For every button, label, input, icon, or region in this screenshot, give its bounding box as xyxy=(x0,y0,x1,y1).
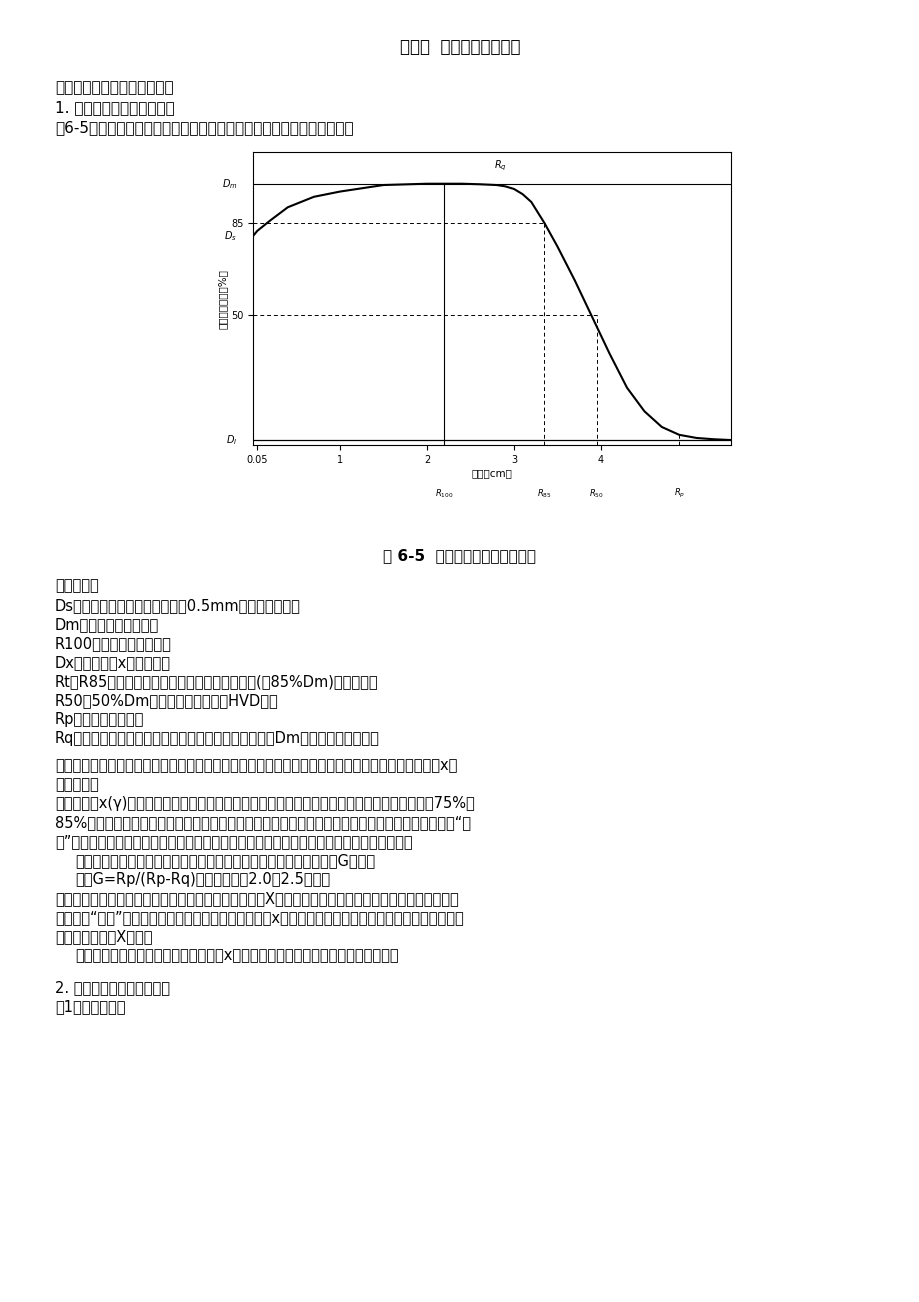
Text: 2. 百分深度剂量的影响因素: 2. 百分深度剂量的影响因素 xyxy=(55,980,170,995)
Text: 剂量跌落是临床使用高能电子束时极为重要的一个概念。用剂量梯度G表示，: 剂量跌落是临床使用高能电子束时极为重要的一个概念。用剂量梯度G表示， xyxy=(75,853,375,868)
Text: 一长长的“拖尾”。电子束在经过散射箔、监测电离室、x射线准直器和电子限光筒装置时，与这些物质相: 一长长的“拖尾”。电子束在经过散射箔、监测电离室、x射线准直器和电子限光筒装置时… xyxy=(55,910,463,924)
Text: R50：50%Dm或半峰值处的深度（HVD）；: R50：50%Dm或半峰值处的深度（HVD）； xyxy=(55,693,278,708)
Text: $R_{85}$: $R_{85}$ xyxy=(537,487,551,500)
Text: 区”。这主要是由于电子束在其运动径迹上，很容易被散射，使得单位截面上电子注量增加。: 区”。这主要是由于电子束在其运动径迹上，很容易被散射，使得单位截面上电子注量增加… xyxy=(55,835,413,849)
Text: R100：最大剂量点深度；: R100：最大剂量点深度； xyxy=(55,635,172,651)
Text: Ds：入射或表面剂量，以表面下0.5mm处的剂量表示；: Ds：入射或表面剂量，以表面下0.5mm处的剂量表示； xyxy=(55,598,301,613)
Text: Dm：最大剂量点剂量；: Dm：最大剂量点剂量； xyxy=(55,617,159,631)
Text: $D_s$: $D_s$ xyxy=(224,229,237,243)
Text: 高能电子束的百分深度剂量分布，大致可分为四部分：剂量建成区、高剂量坪区、剂量跌落区和x射: 高能电子束的百分深度剂量分布，大致可分为四部分：剂量建成区、高剂量坪区、剂量跌落… xyxy=(55,758,457,773)
X-axis label: 深度（cm）: 深度（cm） xyxy=(471,467,512,478)
Text: $D_I$: $D_I$ xyxy=(226,434,237,447)
Text: 有关参数：: 有关参数： xyxy=(55,578,98,592)
Text: 图 6-5  电子束百分深度剂量曲线: 图 6-5 电子束百分深度剂量曲线 xyxy=(383,548,536,562)
Text: 第二节  电子束射野剂量学: 第二节 电子束射野剂量学 xyxy=(400,38,519,56)
Text: 1. 百分深度剂量曲线的特点: 1. 百分深度剂量曲线的特点 xyxy=(55,100,175,115)
Text: 任何医用加速器产生的电子束都包含有一定数量的X射线，从而表现为百分深度剂量分布曲线后部有: 任何医用加速器产生的电子束都包含有一定数量的X射线，从而表现为百分深度剂量分布曲… xyxy=(55,891,459,906)
Text: Rt（R85）：有效治疗深度，即治疗剂量规定值(如85%Dm)处的深度；: Rt（R85）：有效治疗深度，即治疗剂量规定值(如85%Dm)处的深度； xyxy=(55,674,379,689)
Text: 一、中心轴百分深度剂量曲线: 一、中心轴百分深度剂量曲线 xyxy=(55,79,174,95)
Text: 互作用，产生了X射线。: 互作用，产生了X射线。 xyxy=(55,930,153,944)
Text: 对采用散射箔系统的医用直线加速器，x射线污染水平随电子束能量的增加而增加。: 对采用散射箔系统的医用直线加速器，x射线污染水平随电子束能量的增加而增加。 xyxy=(75,948,398,963)
Text: $R_{50}$: $R_{50}$ xyxy=(588,487,604,500)
Text: Dx：电子束中x射线剂量；: Dx：电子束中x射线剂量； xyxy=(55,655,171,671)
Text: $R_p$: $R_p$ xyxy=(673,487,684,500)
Text: $R_q$: $R_q$ xyxy=(494,159,506,173)
Text: （1）能量的影响: （1）能量的影响 xyxy=(55,999,125,1014)
Text: 线污染区。: 线污染区。 xyxy=(55,777,98,792)
Text: Rq：百分深度剂量曲线上，过剂量跌落最陡点的切线与Dm水平线交点的深度。: Rq：百分深度剂量曲线上，过剂量跌落最陡点的切线与Dm水平线交点的深度。 xyxy=(55,730,380,746)
Text: 与高能x(γ)射线相比，高能电子束的剂量建成效应不明显，表现为：表面剂量高，一般都在75%～: 与高能x(γ)射线相比，高能电子束的剂量建成效应不明显，表现为：表面剂量高，一般… xyxy=(55,796,474,811)
Text: 记为G=Rp/(Rp-Rq)。该值一般在2.0～2.5之间。: 记为G=Rp/(Rp-Rq)。该值一般在2.0～2.5之间。 xyxy=(75,872,330,887)
Text: Rp：电子束的射程；: Rp：电子束的射程； xyxy=(55,712,144,727)
Text: $R_{100}$: $R_{100}$ xyxy=(435,487,453,500)
Text: 图6-5示出了模体内电子束中心轴百分深度剂量的基本特性及有关参数。: 图6-5示出了模体内电子束中心轴百分深度剂量的基本特性及有关参数。 xyxy=(55,120,353,135)
Y-axis label: 百分深度剂量（%）: 百分深度剂量（%） xyxy=(218,270,228,328)
Text: $D_m$: $D_m$ xyxy=(221,177,237,190)
Text: 85%以上，并随能量增加而增加；随着深度的增加，百分深度剂量很快达到最大点；然后形成高剂量“坪: 85%以上，并随能量增加而增加；随着深度的增加，百分深度剂量很快达到最大点；然后… xyxy=(55,815,471,829)
